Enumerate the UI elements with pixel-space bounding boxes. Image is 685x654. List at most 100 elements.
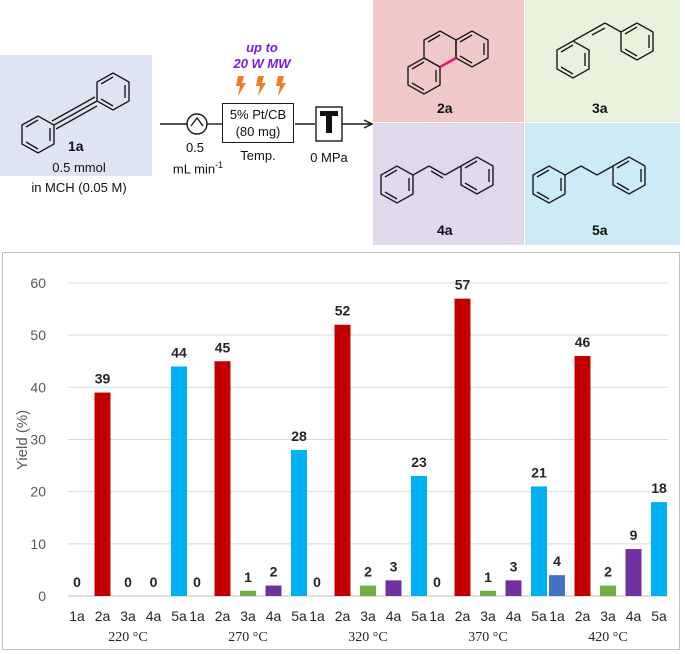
bar-4a [265,585,282,596]
x-tick-label: 5a [291,608,307,624]
x-tick-labels: 1a 2a 3a 4a 5a 1a 2a 3a 4a 5a 1a 2a 3a 4a 5a 1a 2a 3a 4a 5a… [69,608,667,624]
pump-unit: mL min-1 [172,160,224,177]
data-label: 45 [215,339,231,355]
y-tick-label: 20 [30,484,46,500]
x-tick-label: 2a [575,608,591,624]
product-label-2a: 2a [437,100,453,116]
temperature-label: 320 °C [348,630,387,645]
x-tick-label: 1a [69,608,85,624]
data-label: 2 [604,564,612,580]
chart-bars [94,298,667,596]
chart-gridlines [68,282,668,597]
flow-line [160,113,374,135]
bar-2a [334,324,351,596]
bar-5a [291,449,307,596]
bar-3a [360,585,376,596]
bar-3a [240,590,256,596]
product-panel-5a [525,123,680,245]
data-label: 57 [455,277,471,293]
bar-2a [214,361,231,596]
back-pressure-regulator-icon [315,106,343,142]
x-tick-label: 1a [549,608,565,624]
data-label: 0 [73,574,81,590]
bar-5a [171,366,187,596]
bar-4a [625,549,642,596]
product-panel-3a [525,0,680,122]
x-tick-label: 3a [120,608,136,624]
x-tick-label: 4a [626,608,642,624]
data-label: 0 [313,574,321,590]
pressure-label: 0 MPa [310,150,348,165]
data-label: 3 [390,558,398,574]
product-label-3a: 3a [592,100,608,116]
bar-3a [600,585,616,596]
y-tick-labels: 0 10 20 30 40 50 60 [30,275,46,604]
x-tick-label: 5a [531,608,547,624]
data-label: 0 [124,574,132,590]
catalyst-amount: (80 mg) [235,124,281,139]
x-tick-label: 5a [411,608,427,624]
y-tick-label: 30 [30,432,46,448]
x-tick-label: 1a [309,608,325,624]
bar-3a [480,590,496,596]
x-tick-label: 4a [146,608,162,624]
reactant-solvent: in MCH (0.05 M) [31,180,127,195]
y-tick-label: 50 [30,327,46,343]
data-label: 52 [335,303,351,319]
microwave-line1: up to [246,40,278,55]
x-tick-label: 1a [429,608,445,624]
phenanthrene-structure [407,30,489,95]
data-label: 46 [575,334,591,350]
data-label: 3 [510,558,518,574]
data-label: 39 [95,371,111,387]
product-label-5a: 5a [592,222,608,238]
data-label: 1 [484,569,492,585]
bar-2a [454,298,471,596]
x-tick-label: 3a [240,608,256,624]
x-tick-label: 1a [189,608,205,624]
y-tick-label: 60 [30,275,46,291]
bar-5a [531,486,547,596]
cis-stilbene-structure [556,22,654,79]
temperature-label: 420 °C [588,630,627,645]
x-tick-label: 3a [360,608,376,624]
x-tick-label: 2a [335,608,351,624]
temperature-label: 220 °C [108,630,147,645]
x-tick-label: 2a [455,608,471,624]
chart-frame [2,252,680,650]
microwave-line2: 20 W MW [233,56,291,71]
bar-2a [94,392,111,596]
trans-stilbene-structure [380,156,494,204]
x-tick-label: 4a [506,608,522,624]
x-tick-label: 5a [651,608,667,624]
reactant-amount: 0.5 mmol [52,160,106,175]
data-label: 23 [411,454,427,470]
data-label: 0 [433,574,441,590]
y-tick-label: 0 [38,588,46,604]
x-tick-label: 5a [171,608,187,624]
data-label: 4 [553,553,561,569]
x-tick-label: 3a [480,608,496,624]
x-tick-label: 2a [95,608,111,624]
data-label: 28 [291,428,307,444]
reactant-panel [0,55,152,176]
data-label: 2 [364,564,372,580]
data-label: 18 [651,480,667,496]
y-axis-label: Yield (%) [14,410,31,470]
bibenzyl-structure [532,156,646,204]
data-label: 0 [150,574,158,590]
y-tick-label: 40 [30,379,46,395]
microwave-label: up to 20 W MW [222,40,302,72]
x-tick-label: 4a [386,608,402,624]
pump-rate: 0.5 [185,140,205,155]
data-label: 9 [630,527,638,543]
x-tick-label: 3a [600,608,616,624]
temperature-label: Temp. [240,148,276,163]
temperature-label: 270 °C [228,630,267,645]
diphenylacetylene-structure [21,72,130,154]
temperature-label: 370 °C [468,630,507,645]
data-label: 21 [531,464,547,480]
data-label: 0 [193,574,201,590]
